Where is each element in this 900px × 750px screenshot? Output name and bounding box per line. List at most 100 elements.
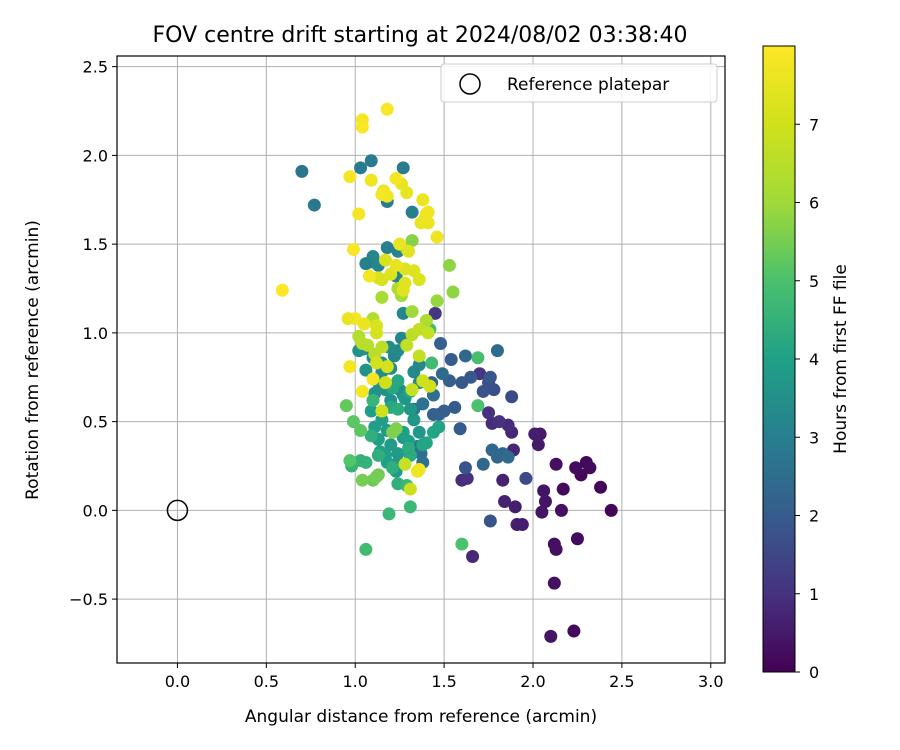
data-point <box>389 171 403 185</box>
data-point <box>364 154 378 168</box>
data-point <box>361 338 375 352</box>
colorbar: 0 1 2 3 4 5 6 7 Hours from first FF file <box>762 45 851 682</box>
colorbar-tick-label: 7 <box>809 115 819 134</box>
data-point <box>355 120 369 134</box>
data-point <box>510 518 524 532</box>
data-point <box>483 370 497 384</box>
data-point <box>508 500 522 514</box>
data-point <box>538 494 552 508</box>
data-point <box>453 422 467 436</box>
data-point <box>375 290 389 304</box>
data-point <box>378 253 392 267</box>
data-point <box>426 408 440 422</box>
data-point <box>501 450 515 464</box>
data-point <box>476 384 490 398</box>
data-point <box>393 237 407 251</box>
data-point <box>380 102 394 116</box>
data-point <box>412 349 426 363</box>
data-point <box>396 161 410 175</box>
data-point <box>375 187 389 201</box>
colorbar-tick-label: 1 <box>809 585 819 604</box>
data-point <box>569 461 583 475</box>
data-point <box>455 537 469 551</box>
data-point <box>430 294 444 308</box>
data-point <box>403 500 417 514</box>
x-tick-label: 2.0 <box>520 672 545 691</box>
data-point <box>398 457 412 471</box>
data-point <box>444 353 458 366</box>
data-point <box>466 550 480 564</box>
data-point <box>505 390 519 404</box>
data-point <box>343 454 357 468</box>
chart-title: FOV centre drift starting at 2024/08/02 … <box>153 23 688 48</box>
data-point <box>398 276 412 290</box>
data-point <box>346 415 360 429</box>
data-point <box>528 427 542 441</box>
data-point <box>343 170 357 184</box>
data-point <box>375 340 389 354</box>
y-tick-label: 1.5 <box>83 235 108 254</box>
data-point <box>412 273 426 287</box>
x-tick-label: 2.5 <box>609 672 634 691</box>
data-point <box>354 161 368 175</box>
data-point <box>446 285 460 299</box>
data-point <box>537 484 551 498</box>
y-tick-label: −0.5 <box>69 590 108 609</box>
data-point <box>583 461 597 475</box>
data-point <box>346 242 360 256</box>
data-point <box>339 399 353 413</box>
data-point <box>535 505 549 519</box>
data-point <box>549 542 563 556</box>
legend-label: Reference platepar <box>507 75 669 95</box>
data-point <box>355 473 369 487</box>
data-point <box>421 326 435 340</box>
data-point <box>391 447 405 461</box>
data-point <box>295 164 309 178</box>
y-tick-label: 0.0 <box>83 501 108 520</box>
colorbar-tick-label: 2 <box>809 507 819 526</box>
data-point <box>371 448 385 462</box>
data-point <box>354 423 368 437</box>
data-point <box>498 494 512 508</box>
data-point <box>556 482 570 496</box>
data-point <box>492 415 506 429</box>
data-point <box>341 312 355 326</box>
data-point <box>352 207 366 221</box>
data-point <box>375 404 389 418</box>
data-point <box>364 429 378 443</box>
data-point <box>378 376 392 390</box>
data-point <box>307 198 321 212</box>
data-point <box>359 363 373 377</box>
reference-marker <box>166 499 189 522</box>
y-axis-label: Rotation from reference (arcmin) <box>23 220 43 500</box>
data-point <box>594 480 608 494</box>
axis-ticks: 0.0 0.5 1.0 1.5 2.0 2.5 3.0 −0.5 0.0 0.5 1.0 1.5 2.0… <box>69 58 723 691</box>
data-point <box>482 406 496 420</box>
data-point <box>362 269 376 283</box>
data-point <box>604 503 618 517</box>
data-point <box>419 436 433 450</box>
x-tick-label: 0.0 <box>165 672 190 691</box>
data-point <box>570 532 584 546</box>
data-point <box>549 457 563 471</box>
colorbar-label: Hours from first FF file <box>831 264 851 454</box>
data-point <box>343 360 357 374</box>
data-point <box>403 402 417 416</box>
x-axis-label: Angular distance from reference (arcmin) <box>245 707 597 727</box>
plot-frame <box>116 55 726 664</box>
colorbar-tick-label: 0 <box>809 663 819 682</box>
legend-box <box>440 63 718 103</box>
data-point <box>483 514 497 528</box>
data-point <box>359 542 373 556</box>
x-tick-label: 3.0 <box>698 672 723 691</box>
data-point <box>405 305 419 319</box>
data-point <box>430 230 444 244</box>
colorbar-gradient <box>762 45 796 673</box>
data-point <box>455 376 469 390</box>
data-point <box>355 384 369 398</box>
data-point <box>531 438 545 452</box>
data-point <box>425 356 439 370</box>
legend: Reference platepar <box>440 63 718 103</box>
data-point <box>554 503 568 517</box>
data-point <box>380 360 394 374</box>
